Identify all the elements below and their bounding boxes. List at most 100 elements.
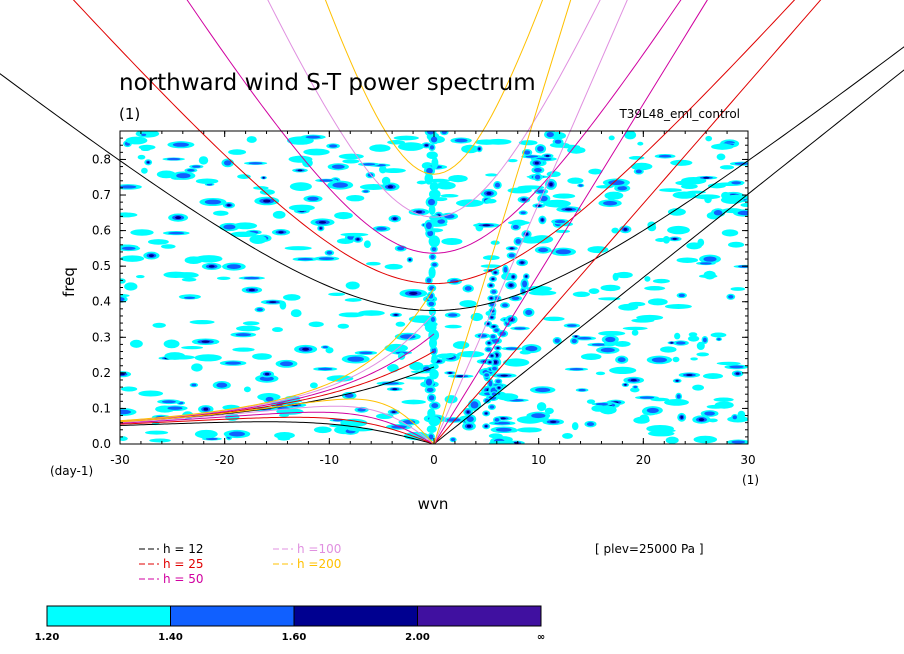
power-blob bbox=[174, 272, 199, 279]
power-blob-peak bbox=[408, 258, 411, 261]
rossby-curve bbox=[119, 398, 435, 444]
power-blob bbox=[272, 327, 283, 333]
power-blob-core bbox=[713, 210, 723, 216]
power-blob bbox=[429, 181, 439, 192]
power-blob bbox=[488, 440, 515, 444]
power-blob-peak bbox=[670, 341, 673, 344]
power-blob-core bbox=[569, 368, 584, 371]
power-blob-peak bbox=[485, 412, 488, 415]
power-blob-peak bbox=[686, 374, 693, 376]
rossby-curve bbox=[119, 416, 435, 444]
power-blob bbox=[630, 387, 640, 393]
power-blob-core bbox=[525, 155, 539, 158]
power-blob-core bbox=[490, 334, 496, 339]
power-blob bbox=[138, 390, 164, 397]
power-blob bbox=[608, 135, 615, 141]
power-blob-peak bbox=[302, 347, 310, 351]
power-blob bbox=[137, 154, 146, 160]
power-blob bbox=[716, 361, 741, 366]
power-blob bbox=[120, 255, 145, 262]
power-blob bbox=[650, 397, 670, 402]
power-blob bbox=[427, 178, 451, 183]
power-blob-core bbox=[503, 266, 508, 273]
power-blob-peak bbox=[201, 340, 210, 343]
power-blob-core bbox=[494, 418, 500, 422]
power-blob-core bbox=[120, 409, 131, 415]
power-blob bbox=[369, 144, 391, 152]
x-tick-label: -20 bbox=[215, 453, 235, 467]
power-blob bbox=[667, 225, 690, 235]
power-blob-core bbox=[225, 361, 242, 365]
power-blob bbox=[631, 318, 655, 323]
power-blob bbox=[144, 430, 169, 435]
power-blob-core bbox=[554, 338, 560, 343]
power-blob bbox=[633, 416, 650, 424]
kelvin-curve bbox=[433, 0, 628, 444]
power-blob-peak bbox=[486, 191, 492, 195]
power-blob-peak bbox=[485, 425, 488, 428]
power-blob-peak bbox=[415, 210, 423, 214]
power-blob bbox=[152, 322, 166, 328]
power-blob-core bbox=[495, 379, 501, 384]
power-blob-core bbox=[484, 373, 490, 377]
power-blob-peak bbox=[482, 224, 491, 227]
power-blob-core bbox=[176, 173, 191, 179]
power-blob-core bbox=[426, 278, 432, 283]
power-blob-core bbox=[737, 210, 748, 216]
power-blob bbox=[191, 363, 203, 372]
colorbar-swatch bbox=[46, 605, 171, 627]
power-blob-core bbox=[347, 356, 365, 362]
power-blob bbox=[279, 300, 287, 310]
power-blob bbox=[346, 194, 365, 202]
power-blob bbox=[622, 326, 648, 331]
power-blob-peak bbox=[263, 199, 271, 203]
power-blob-core bbox=[608, 180, 625, 186]
power-blob bbox=[681, 183, 698, 190]
power-blob-core bbox=[326, 251, 333, 255]
power-blob bbox=[644, 286, 666, 291]
power-blob-core bbox=[229, 431, 245, 437]
y-tick-label: 0.8 bbox=[92, 152, 111, 166]
power-blob-peak bbox=[409, 291, 418, 295]
power-blob bbox=[398, 142, 424, 151]
power-blob-peak bbox=[278, 231, 284, 234]
colorbar: 1.20 1.40 1.60 2.00 ∞ bbox=[35, 605, 545, 643]
power-blob bbox=[130, 229, 154, 236]
power-blob bbox=[309, 382, 318, 389]
power-blob-peak bbox=[391, 411, 396, 413]
power-blob bbox=[246, 136, 257, 143]
power-blob-peak bbox=[500, 374, 508, 377]
power-blob-core bbox=[359, 351, 373, 355]
power-blob-peak bbox=[387, 185, 394, 189]
y-tick-label: 0.4 bbox=[92, 295, 111, 309]
power-blob-peak bbox=[489, 284, 493, 287]
power-blob-peak bbox=[319, 227, 322, 230]
power-blob bbox=[480, 264, 502, 268]
power-blob bbox=[624, 131, 637, 140]
power-blob bbox=[313, 426, 332, 434]
power-blob bbox=[672, 356, 680, 363]
power-blob-core bbox=[166, 157, 181, 161]
power-blob bbox=[507, 187, 532, 194]
power-blob bbox=[120, 386, 138, 392]
power-blob bbox=[740, 203, 748, 207]
power-blob-peak bbox=[203, 407, 209, 411]
power-blob-core bbox=[121, 246, 136, 251]
power-blob-core bbox=[357, 408, 366, 412]
power-blob bbox=[337, 323, 350, 329]
y-tick-label: 0.5 bbox=[92, 259, 111, 273]
power-blob-core bbox=[554, 139, 562, 144]
power-blob-core bbox=[318, 257, 335, 260]
power-blob bbox=[604, 191, 624, 200]
power-blob-peak bbox=[735, 372, 740, 375]
power-blob bbox=[516, 427, 542, 433]
power-blob-core bbox=[248, 162, 263, 165]
power-blob bbox=[647, 298, 668, 306]
power-blob-core bbox=[717, 338, 721, 341]
power-blob bbox=[716, 153, 726, 161]
power-blob bbox=[124, 282, 138, 291]
power-blob bbox=[363, 240, 371, 248]
power-blob bbox=[664, 304, 692, 309]
power-blob bbox=[562, 432, 573, 439]
